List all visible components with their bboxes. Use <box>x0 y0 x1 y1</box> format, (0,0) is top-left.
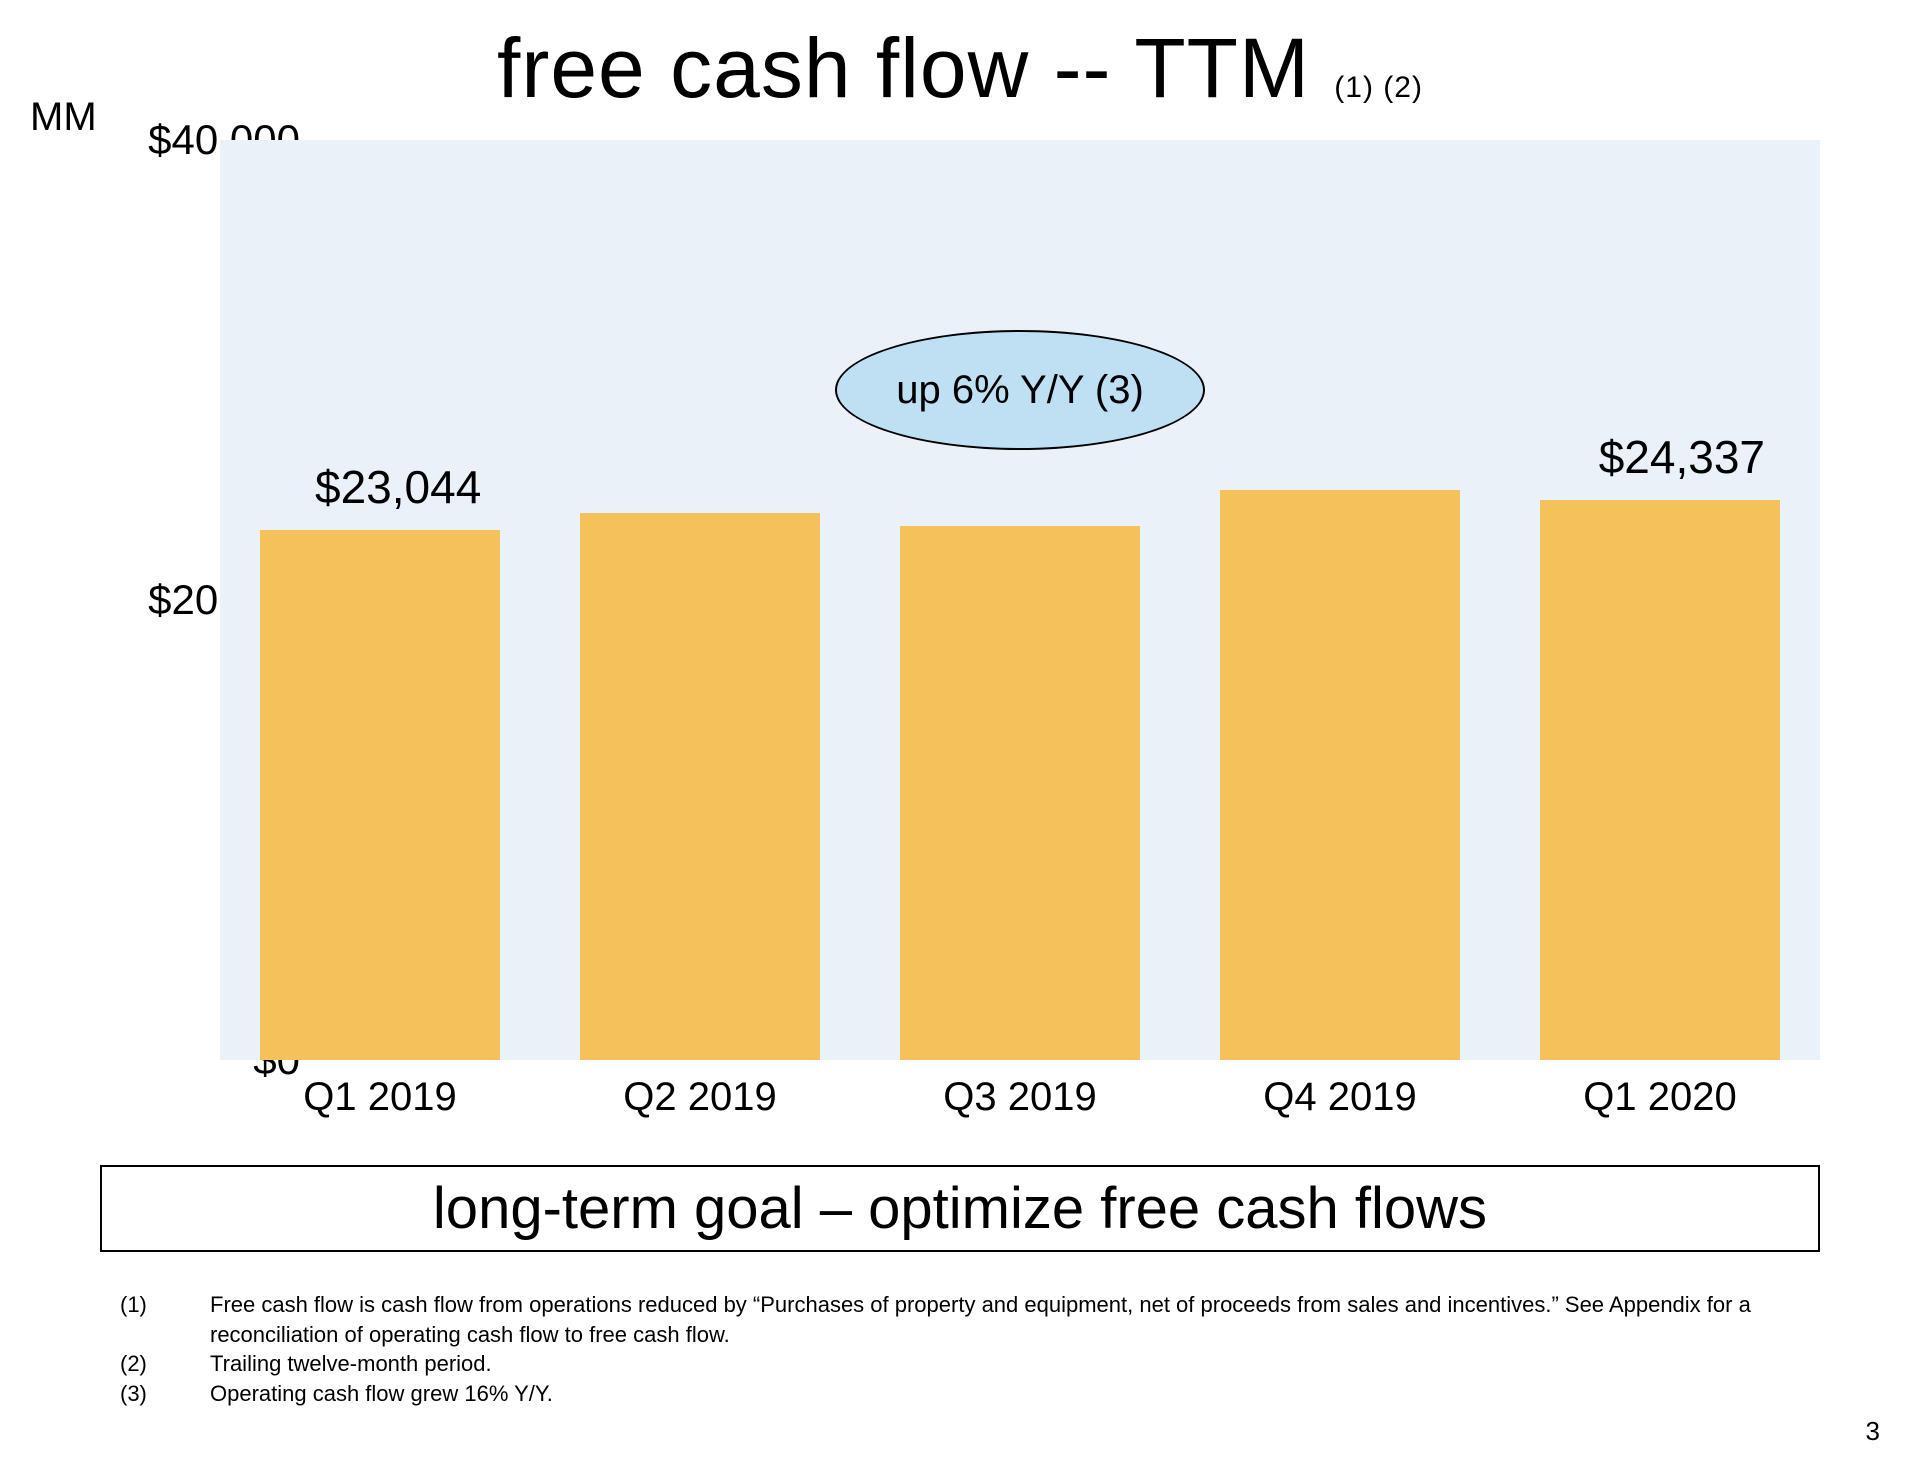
footnote-3-num: (3) <box>120 1379 210 1409</box>
bars-container <box>220 140 1820 1060</box>
footnote-2-num: (2) <box>120 1349 210 1379</box>
footnote-2: (2) Trailing twelve-month period. <box>120 1349 1800 1379</box>
chart-title: free cash flow -- TTM (1) (2) <box>0 20 1920 117</box>
bar-slot-q2-2019 <box>580 140 820 1060</box>
bar-q1-2019 <box>260 530 500 1060</box>
bar-q1-2020 <box>1540 500 1780 1060</box>
goal-box: long-term goal – optimize free cash flow… <box>100 1165 1820 1252</box>
value-label-last: $24,337 <box>1599 430 1765 484</box>
slide: MM free cash flow -- TTM (1) (2) $40,000… <box>0 0 1920 1467</box>
value-label-first: $23,044 <box>315 460 481 514</box>
footnote-3: (3) Operating cash flow grew 16% Y/Y. <box>120 1379 1800 1409</box>
page-number: 3 <box>1866 1416 1880 1447</box>
xtick-q1-2020: Q1 2020 <box>1540 1075 1780 1120</box>
xtick-q1-2019: Q1 2019 <box>260 1075 500 1120</box>
xtick-q2-2019: Q2 2019 <box>580 1075 820 1120</box>
footnote-1: (1) Free cash flow is cash flow from ope… <box>120 1290 1800 1349</box>
bar-slot-q3-2019 <box>900 140 1140 1060</box>
footnote-2-text: Trailing twelve-month period. <box>210 1349 1800 1379</box>
footnote-1-num: (1) <box>120 1290 210 1349</box>
footnote-1-text: Free cash flow is cash flow from operati… <box>210 1290 1800 1349</box>
x-axis-labels: Q1 2019 Q2 2019 Q3 2019 Q4 2019 Q1 2020 <box>220 1075 1820 1120</box>
xtick-q3-2019: Q3 2019 <box>900 1075 1140 1120</box>
xtick-q4-2019: Q4 2019 <box>1220 1075 1460 1120</box>
footnote-3-text: Operating cash flow grew 16% Y/Y. <box>210 1379 1800 1409</box>
bar-slot-q1-2019 <box>260 140 500 1060</box>
bar-q2-2019 <box>580 513 820 1060</box>
bar-q4-2019 <box>1220 490 1460 1060</box>
chart-title-main: free cash flow -- TTM <box>497 21 1310 115</box>
footnotes: (1) Free cash flow is cash flow from ope… <box>120 1290 1800 1409</box>
bar-slot-q1-2020 <box>1540 140 1780 1060</box>
chart-title-suffix: (1) (2) <box>1334 71 1423 104</box>
plot-area: up 6% Y/Y (3) $23,044 $24,337 <box>220 140 1820 1060</box>
bar-q3-2019 <box>900 526 1140 1060</box>
bar-slot-q4-2019 <box>1220 140 1460 1060</box>
